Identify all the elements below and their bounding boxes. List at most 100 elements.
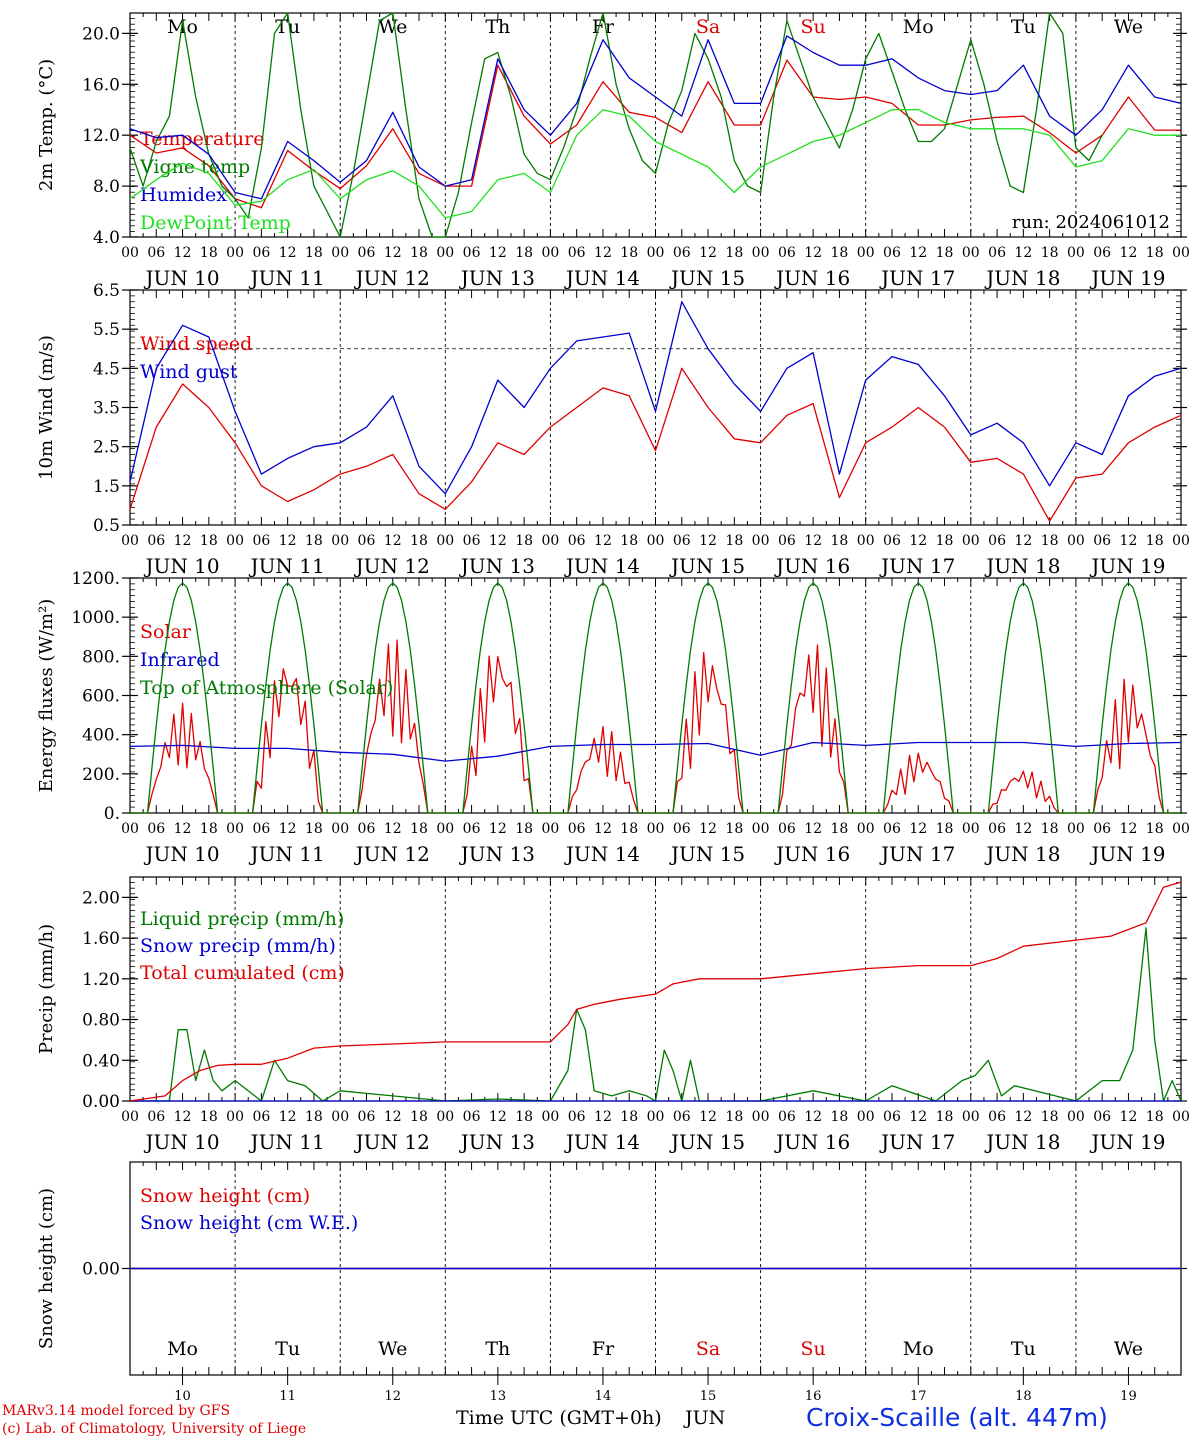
hour-tick-label: 12 xyxy=(699,533,717,549)
y-tick-label: 1.20 xyxy=(82,970,120,990)
series-line-temp-3 xyxy=(129,109,1181,219)
hour-tick-label: 18 xyxy=(410,533,428,549)
hour-tick-label: 12 xyxy=(909,245,927,261)
hour-tick-label: 12 xyxy=(1014,1109,1032,1125)
hour-tick-label: 18 xyxy=(831,533,849,549)
y-tick-label: 0.00 xyxy=(82,1092,120,1112)
legend-entry: Wind speed xyxy=(140,333,252,355)
day-label: JUN 11 xyxy=(249,842,325,866)
hour-tick-label: 18 xyxy=(620,533,638,549)
day-label: JUN 15 xyxy=(669,554,745,578)
hour-tick-label: 12 xyxy=(699,1109,717,1125)
hour-tick-label: 06 xyxy=(463,821,481,837)
hour-tick-label: 00 xyxy=(121,821,139,837)
hour-tick-label: 18 xyxy=(1146,533,1164,549)
day-number-label: 16 xyxy=(805,1389,822,1404)
y-tick-label: 20.0 xyxy=(82,24,120,44)
legend-entry: Vigne temp xyxy=(139,156,250,178)
hour-tick-label: 06 xyxy=(883,1109,901,1125)
hour-tick-label: 00 xyxy=(436,245,454,261)
hour-tick-label: 00 xyxy=(1067,245,1085,261)
hour-tick-label: 00 xyxy=(541,533,559,549)
y-axis-title: 2m Temp. (°C) xyxy=(36,59,57,191)
y-axis-title: Energy fluxes (W/m²) xyxy=(36,599,57,793)
hour-tick-label: 06 xyxy=(463,533,481,549)
hour-tick-label: 00 xyxy=(226,245,244,261)
credit-lab: (c) Lab. of Climatology, University of L… xyxy=(2,1421,307,1437)
hour-tick-label: 12 xyxy=(594,1109,612,1125)
hour-tick-label: 12 xyxy=(489,1109,507,1125)
hour-tick-label: 06 xyxy=(252,821,270,837)
day-label: JUN 17 xyxy=(879,842,955,866)
hour-tick-label: 06 xyxy=(358,821,376,837)
hour-tick-label: 00 xyxy=(752,821,770,837)
y-tick-label: 800. xyxy=(82,647,120,667)
hour-tick-label: 18 xyxy=(515,533,533,549)
hour-tick-label: 00 xyxy=(226,533,244,549)
y-tick-label: 4.5 xyxy=(93,359,120,379)
y-tick-label: 6.5 xyxy=(93,281,120,301)
hour-tick-label: 12 xyxy=(1120,245,1138,261)
hour-tick-label: 00 xyxy=(962,821,980,837)
hour-tick-label: 12 xyxy=(594,245,612,261)
day-label: JUN 17 xyxy=(879,266,955,290)
hour-tick-label: 18 xyxy=(200,533,218,549)
weekday-label: Sa xyxy=(696,16,720,38)
hour-tick-label: 06 xyxy=(988,821,1006,837)
hour-tick-label: 12 xyxy=(489,533,507,549)
weekday-label: Su xyxy=(801,1338,826,1360)
legend-entry: Infrared xyxy=(140,649,220,671)
hour-tick-label: 06 xyxy=(673,821,691,837)
weekday-label: Fr xyxy=(592,1338,615,1360)
hour-tick-label: 12 xyxy=(804,821,822,837)
weekday-label: Mo xyxy=(903,1338,934,1360)
hour-tick-label: 00 xyxy=(226,1109,244,1125)
hour-tick-label: 18 xyxy=(200,1109,218,1125)
day-number-label: 18 xyxy=(1015,1389,1032,1404)
hour-tick-label: 18 xyxy=(620,1109,638,1125)
run-label: run: 2024061012 xyxy=(1012,212,1170,233)
hour-tick-label: 12 xyxy=(384,533,402,549)
hour-tick-label: 00 xyxy=(331,245,349,261)
hour-tick-label: 00 xyxy=(857,821,875,837)
hour-tick-label: 12 xyxy=(279,245,297,261)
hour-tick-label: 06 xyxy=(883,533,901,549)
hour-tick-label: 06 xyxy=(988,1109,1006,1125)
hour-tick-label: 12 xyxy=(909,533,927,549)
day-label: JUN 17 xyxy=(879,554,955,578)
hour-tick-label: 12 xyxy=(1120,533,1138,549)
hour-tick-label: 18 xyxy=(410,245,428,261)
y-tick-label: 4.0 xyxy=(93,228,120,248)
legend-entry: DewPoint Temp xyxy=(140,212,291,234)
hour-tick-label: 06 xyxy=(988,245,1006,261)
y-tick-label: 16.0 xyxy=(82,75,120,95)
hour-tick-label: 06 xyxy=(147,533,165,549)
y-axis-title: 10m Wind (m/s) xyxy=(36,335,57,480)
hour-tick-label: 12 xyxy=(174,821,192,837)
day-label: JUN 12 xyxy=(354,266,430,290)
hour-tick-label: 12 xyxy=(909,1109,927,1125)
hour-tick-label: 18 xyxy=(200,245,218,261)
weekday-label: Fr xyxy=(592,16,615,38)
day-label: JUN 18 xyxy=(984,266,1060,290)
hour-tick-label: 12 xyxy=(174,1109,192,1125)
hour-tick-label: 18 xyxy=(831,245,849,261)
hour-tick-label: 06 xyxy=(1093,821,1111,837)
hour-tick-label: 12 xyxy=(804,245,822,261)
y-tick-label: 0.40 xyxy=(82,1051,120,1071)
weekday-label: Tu xyxy=(1011,1338,1036,1360)
hour-tick-label: 06 xyxy=(358,245,376,261)
series-line-temp-1 xyxy=(129,12,1103,238)
hour-tick-label: 12 xyxy=(384,1109,402,1125)
x-axis-caption: Time UTC (GMT+0h) xyxy=(456,1407,662,1429)
hour-tick-label: 06 xyxy=(463,1109,481,1125)
weekday-label: We xyxy=(378,16,407,38)
hour-tick-label: 06 xyxy=(778,533,796,549)
series-line-energy-2 xyxy=(130,582,1181,814)
hour-tick-label: 00 xyxy=(541,1109,559,1125)
hour-tick-label: 06 xyxy=(147,1109,165,1125)
day-label: JUN 15 xyxy=(669,1130,745,1154)
y-axis-title: Snow height (cm) xyxy=(36,1188,57,1349)
y-tick-label: 3.5 xyxy=(93,399,120,419)
